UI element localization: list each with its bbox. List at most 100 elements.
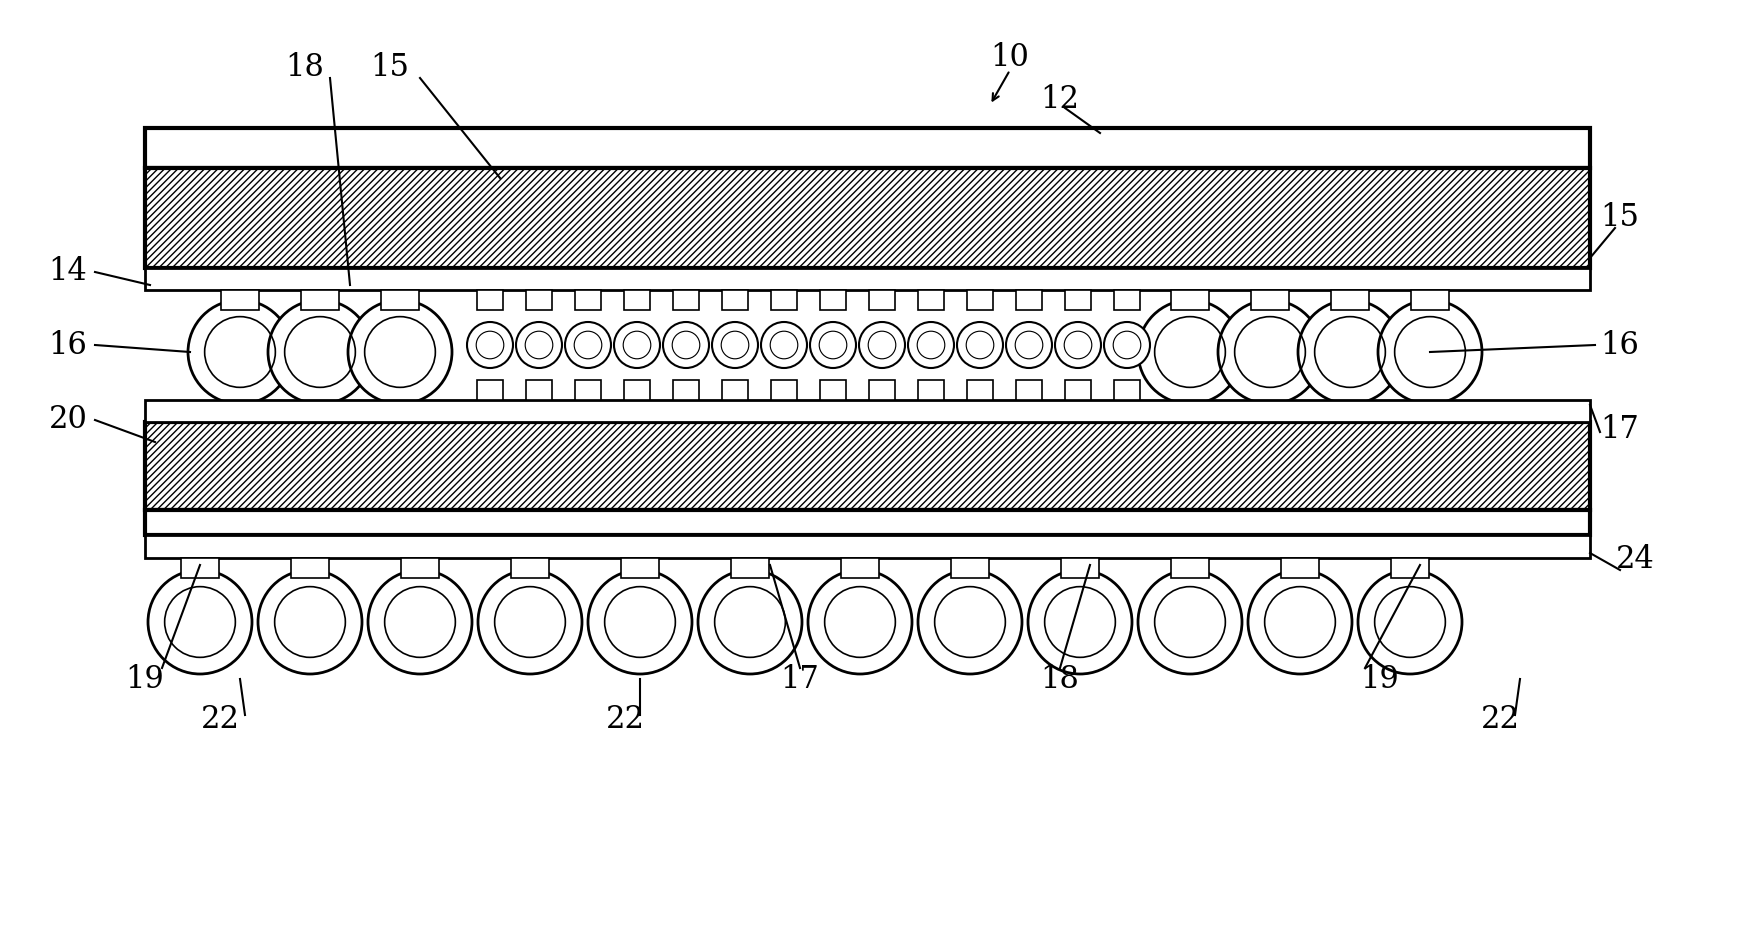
Circle shape [1138,570,1242,674]
Bar [820,290,846,310]
Bar [723,290,749,310]
Bar [526,380,552,400]
Bar [723,380,749,400]
Bar [968,380,994,400]
Bar [968,290,994,310]
Text: 22: 22 [606,705,644,735]
Bar [1113,380,1139,400]
Bar [575,290,601,310]
Bar [511,558,549,578]
Circle shape [1377,300,1482,404]
Bar [624,290,650,310]
Circle shape [478,570,582,674]
Bar [144,400,1589,422]
Bar [820,380,846,400]
Bar [221,290,259,310]
Circle shape [712,322,757,368]
Bar [1391,558,1430,578]
Circle shape [1247,570,1351,674]
Text: 17: 17 [1600,414,1640,446]
Bar [1331,290,1369,310]
Text: 16: 16 [1600,330,1640,360]
Circle shape [808,570,912,674]
Circle shape [698,570,802,674]
Bar [478,380,504,400]
Circle shape [613,322,660,368]
Text: 22: 22 [1480,705,1520,735]
Bar [144,268,1589,290]
Circle shape [259,570,361,674]
Circle shape [809,322,856,368]
Circle shape [516,322,563,368]
Circle shape [908,322,954,368]
Circle shape [267,300,372,404]
Bar [1171,558,1209,578]
Circle shape [368,570,472,674]
Bar [1410,290,1449,310]
Bar [1065,380,1091,400]
Bar [144,168,1589,268]
Circle shape [347,300,452,404]
Text: 22: 22 [200,705,240,735]
Bar [301,290,339,310]
Circle shape [188,300,292,404]
Bar [575,380,601,400]
Bar [917,380,943,400]
Text: 15: 15 [370,52,410,84]
Bar [868,380,895,400]
Circle shape [589,570,691,674]
Circle shape [1054,322,1101,368]
Circle shape [1006,322,1053,368]
Bar [401,558,439,578]
Circle shape [957,322,1002,368]
Text: 18: 18 [1040,665,1079,695]
Text: 20: 20 [49,404,87,436]
Circle shape [1358,570,1463,674]
Circle shape [761,322,808,368]
Bar [1171,290,1209,310]
Bar [672,380,698,400]
Text: 12: 12 [1040,85,1079,115]
Circle shape [1298,300,1402,404]
Text: 18: 18 [285,52,325,84]
Bar [1016,290,1042,310]
Circle shape [1218,300,1322,404]
Bar [1280,558,1318,578]
Text: 24: 24 [1615,545,1654,575]
Text: 17: 17 [780,665,820,695]
Bar [181,558,219,578]
Bar [622,558,658,578]
Text: 16: 16 [49,330,87,360]
Bar [672,290,698,310]
Bar [841,558,879,578]
Bar [1251,290,1289,310]
Bar [917,290,943,310]
Bar [950,558,988,578]
Bar [868,290,895,310]
Text: 14: 14 [49,257,87,288]
Bar [292,558,328,578]
Bar [771,290,797,310]
Bar [1113,290,1139,310]
Circle shape [148,570,252,674]
Circle shape [1105,322,1150,368]
Circle shape [1138,300,1242,404]
Bar [624,380,650,400]
Bar [526,290,552,310]
Text: 10: 10 [990,43,1030,74]
Bar [1061,558,1100,578]
Text: 19: 19 [1360,665,1400,695]
Bar [478,290,504,310]
Bar [771,380,797,400]
Circle shape [917,570,1021,674]
Bar [144,128,1589,168]
Bar [1016,380,1042,400]
Bar [1065,290,1091,310]
Bar [144,510,1589,535]
Bar [380,290,419,310]
Bar [144,535,1589,558]
Circle shape [565,322,611,368]
Text: 19: 19 [125,665,165,695]
Bar [144,422,1589,510]
Text: 15: 15 [1600,203,1640,234]
